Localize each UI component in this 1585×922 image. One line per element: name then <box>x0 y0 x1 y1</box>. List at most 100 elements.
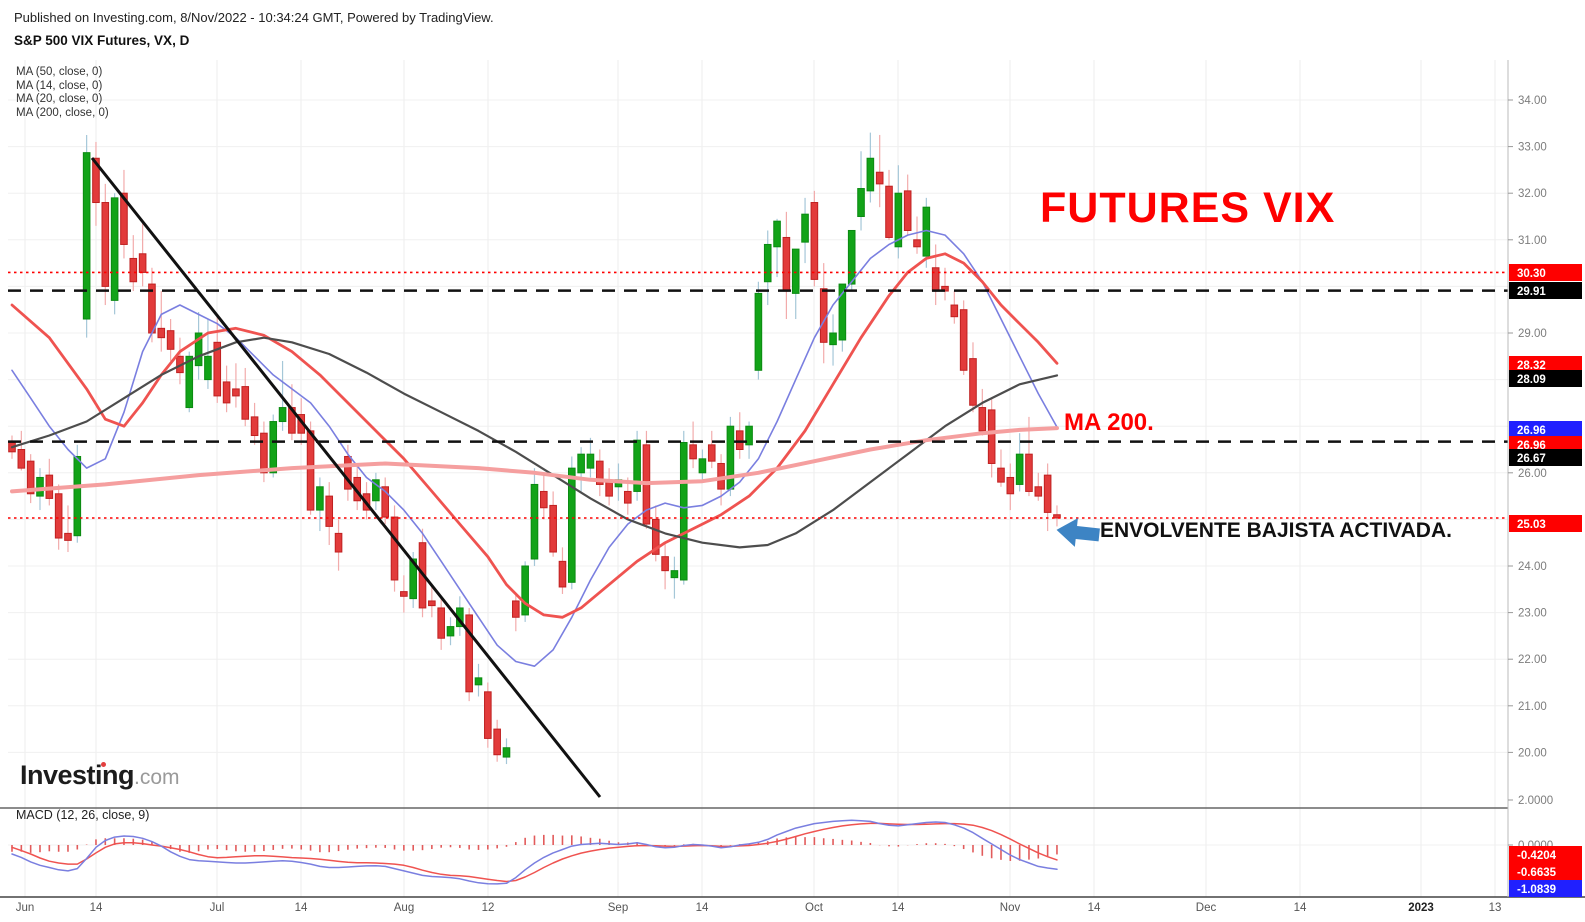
investing-logo[interactable]: Investing .com <box>20 760 180 791</box>
candle-down <box>400 591 408 597</box>
svg-text:29.91: 29.91 <box>1517 286 1546 298</box>
candle-down <box>651 518 660 555</box>
ma-red-fast <box>10 252 1059 619</box>
candle-down <box>222 381 231 404</box>
svg-text:Oct: Oct <box>805 902 824 914</box>
candle-up <box>446 626 455 637</box>
candle-up <box>586 453 595 469</box>
svg-text:24.00: 24.00 <box>1518 561 1547 573</box>
candle-down <box>138 253 147 273</box>
candle-down <box>334 532 343 553</box>
candle-down <box>1043 474 1052 513</box>
candle-up <box>73 455 82 537</box>
candle-down <box>157 327 166 339</box>
candle-up <box>726 425 735 490</box>
moving-averages <box>10 229 1059 667</box>
ma-blue <box>11 229 1058 667</box>
candle-down <box>661 556 669 572</box>
candle-down <box>605 481 613 497</box>
annotation-futures-vix: FUTURES VIX <box>1040 184 1336 232</box>
candle-down <box>512 600 520 618</box>
candle-down <box>1006 476 1015 495</box>
candle-down <box>213 341 222 397</box>
time-axis[interactable] <box>0 897 1508 922</box>
svg-text:14: 14 <box>696 902 709 914</box>
price-tag <box>1509 264 1582 281</box>
macd-panel <box>11 819 1058 885</box>
svg-text:33.00: 33.00 <box>1518 142 1547 154</box>
candle-down <box>782 236 791 292</box>
svg-text:14: 14 <box>892 902 905 914</box>
candle-down <box>54 493 63 539</box>
candle-down <box>120 192 128 245</box>
candle-down <box>987 409 996 464</box>
logo-red-dot-icon <box>101 762 106 767</box>
candle-down <box>381 486 389 518</box>
candle-up <box>633 439 641 492</box>
candle-up <box>866 157 875 192</box>
left-arrow-icon <box>1056 518 1100 547</box>
candle-down <box>810 202 819 280</box>
price-axis[interactable] <box>1508 60 1585 897</box>
svg-text:Aug: Aug <box>394 902 414 914</box>
svg-text:Jun: Jun <box>16 902 35 914</box>
ma-legend-item-14: MA (14, close, 0) <box>16 79 103 92</box>
horizontal-price-lines <box>8 271 1508 519</box>
candle-down <box>931 267 940 292</box>
candle-down <box>735 430 744 450</box>
candle-up <box>763 243 772 283</box>
candle-down <box>623 490 632 504</box>
candle-down <box>250 416 259 437</box>
svg-text:-1.0839: -1.0839 <box>1517 884 1556 896</box>
svg-text:32.00: 32.00 <box>1518 188 1547 200</box>
price-tag <box>1509 356 1582 373</box>
svg-text:2.0000: 2.0000 <box>1518 795 1553 807</box>
svg-text:2023: 2023 <box>1408 902 1434 914</box>
svg-text:30.30: 30.30 <box>1517 268 1546 280</box>
candle-down <box>913 239 921 248</box>
candle-down <box>493 728 501 756</box>
price-tag <box>1509 370 1582 387</box>
candle-up <box>754 292 763 371</box>
candle-up <box>838 283 847 341</box>
candle-down <box>997 467 1005 483</box>
candle-down <box>92 157 100 204</box>
svg-text:29.00: 29.00 <box>1518 328 1547 340</box>
macd-indicator-label: MACD (12, 26, close, 9) <box>16 808 150 822</box>
candle-down <box>437 607 445 639</box>
candle-down <box>875 171 884 185</box>
downtrend-trendline[interactable] <box>90 157 602 798</box>
investing-logo-brand: Investing <box>20 760 135 790</box>
candle-down <box>129 257 138 283</box>
candle-up <box>857 188 865 217</box>
candle-down <box>64 532 72 541</box>
symbol-title: S&P 500 VIX Futures, VX, D <box>14 33 190 48</box>
candle-down <box>325 495 334 527</box>
ma-legend-item-50: MA (50, close, 0) <box>16 66 103 78</box>
candle-down <box>390 516 399 581</box>
candle-down <box>689 444 697 460</box>
candle-down <box>950 304 959 318</box>
candle-down <box>344 455 352 490</box>
price-axis-labels: 34.00 33.00 32.00 31.00 29.00 26.00 24.00 23.00… <box>1508 95 1553 852</box>
candle-down <box>595 460 604 485</box>
vertical-gridlines <box>24 60 1496 897</box>
svg-text:28.09: 28.09 <box>1517 374 1546 386</box>
candle-up <box>372 479 380 502</box>
candle-up <box>773 220 781 248</box>
svg-text:Sep: Sep <box>608 902 628 914</box>
candle-up <box>530 483 539 560</box>
candle-down <box>484 691 492 739</box>
candle-up <box>502 747 511 758</box>
candle-up <box>316 486 324 511</box>
candle-down <box>101 202 110 287</box>
candle-up <box>110 197 119 301</box>
candle-up <box>670 570 679 579</box>
candle-down <box>978 407 987 432</box>
price-tag <box>1509 282 1582 299</box>
svg-text:31.00: 31.00 <box>1518 235 1547 247</box>
candle-up <box>698 458 707 474</box>
svg-text:-0.4204: -0.4204 <box>1517 850 1557 862</box>
